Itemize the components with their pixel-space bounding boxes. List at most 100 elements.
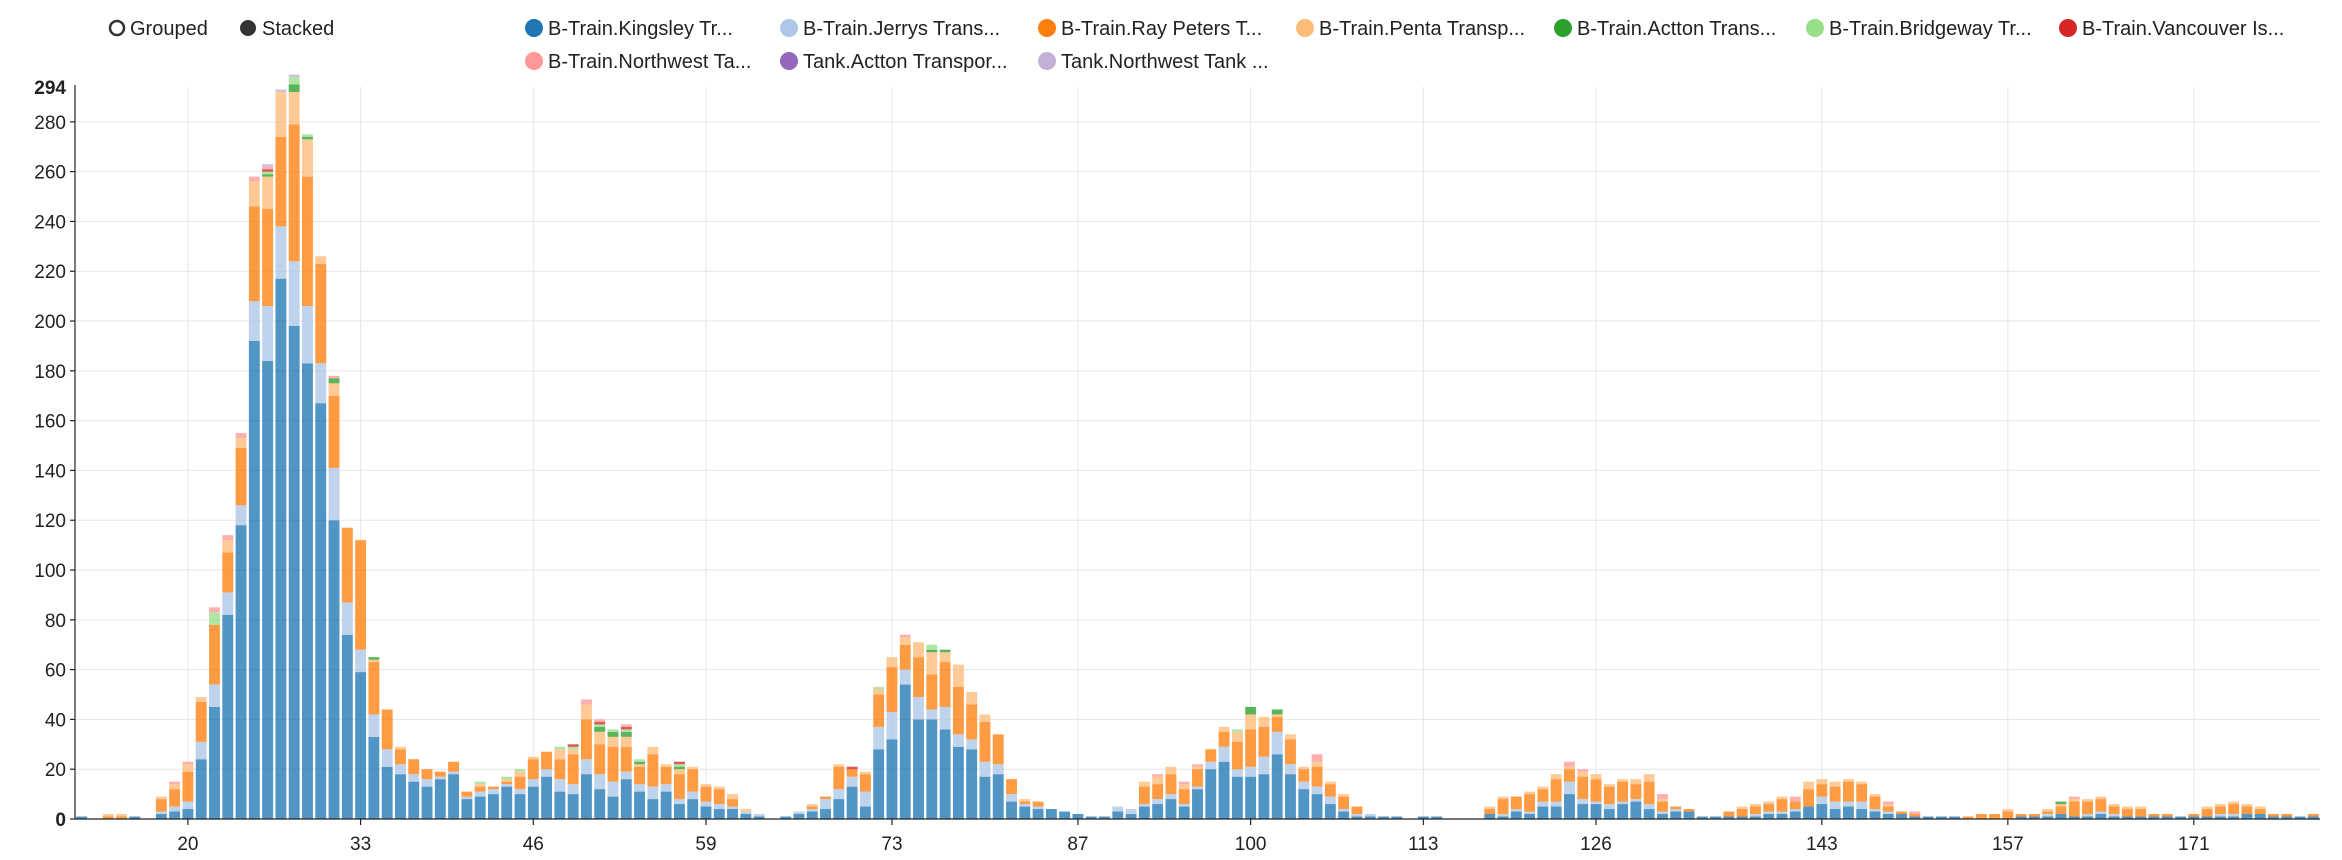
legend-item[interactable]: B-Train.Penta Transp...: [1296, 18, 1525, 40]
legend-item[interactable]: B-Train.Jerrys Trans...: [780, 18, 1000, 40]
bar-segment: [1829, 781, 1841, 787]
bar-segment: [1564, 769, 1575, 782]
bar-segment: [1656, 799, 1668, 802]
legend-swatch[interactable]: [1296, 19, 1314, 37]
bar-segment: [209, 684, 220, 707]
legend-label[interactable]: Tank.Actton Transpor...: [803, 51, 1008, 73]
x-tick-label: 73: [881, 834, 902, 855]
bar-segment: [846, 786, 858, 819]
bar-segment: [1524, 814, 1536, 819]
legend-label[interactable]: B-Train.Vancouver Is...: [2082, 18, 2284, 40]
legend-swatch[interactable]: [2059, 19, 2077, 37]
legend-label[interactable]: B-Train.Kingsley Tr...: [548, 18, 733, 40]
bar-segment: [1019, 806, 1031, 819]
legend-label[interactable]: B-Train.Northwest Ta...: [548, 51, 751, 73]
bars: [76, 74, 2319, 820]
bar-segment: [2214, 804, 2226, 807]
stacked-radio-circle[interactable]: [240, 20, 256, 36]
legend-label[interactable]: B-Train.Bridgeway Tr...: [1829, 18, 2032, 40]
bar-segment: [1431, 816, 1443, 819]
bar-segment: [1909, 814, 1921, 817]
bar-segment: [913, 657, 924, 697]
bar-segment: [2095, 811, 2107, 815]
bar-segment: [859, 791, 871, 807]
bar-segment: [2095, 799, 2107, 812]
bar-segment: [1192, 786, 1203, 790]
bar-segment: [660, 784, 672, 792]
grouped-radio[interactable]: Grouped: [108, 18, 208, 40]
bar-segment: [1138, 804, 1150, 807]
bar-segment: [408, 781, 420, 819]
bar-segment: [1656, 814, 1668, 819]
legend-item[interactable]: B-Train.Bridgeway Tr...: [1806, 18, 2032, 40]
bar-segment: [1192, 764, 1203, 767]
bar-segment: [2095, 814, 2107, 819]
bar-segment: [1019, 804, 1031, 807]
bar-segment: [1683, 809, 1695, 812]
y-tick-label: 80: [45, 611, 66, 632]
legend-item[interactable]: Tank.Northwest Tank ...: [1038, 51, 1269, 73]
bar-segment: [302, 306, 313, 364]
legend-item[interactable]: B-Train.Northwest Ta...: [525, 51, 751, 73]
legend-item[interactable]: B-Train.Kingsley Tr...: [525, 18, 733, 40]
bar-segment: [328, 395, 340, 468]
bar-segment: [2228, 801, 2240, 805]
bar-segment: [979, 721, 991, 762]
bar-segment: [501, 779, 513, 782]
legend-item[interactable]: Tank.Actton Transpor...: [780, 51, 1008, 73]
bar-segment: [1603, 809, 1615, 819]
bar-segment: [169, 789, 181, 807]
legend-label[interactable]: Tank.Northwest Tank ...: [1061, 51, 1269, 73]
legend-swatch[interactable]: [1038, 52, 1056, 70]
bar-segment: [886, 657, 898, 668]
bar-segment: [567, 744, 579, 747]
bar-segment: [979, 714, 991, 722]
bar-segment: [1643, 774, 1655, 782]
bar-segment: [2241, 814, 2253, 819]
bar-segment: [501, 781, 513, 785]
legend-item[interactable]: B-Train.Ray Peters T...: [1038, 18, 1262, 40]
legend-label[interactable]: B-Train.Ray Peters T...: [1061, 18, 1262, 40]
bar-segment: [554, 791, 566, 819]
bar-segment: [2268, 816, 2279, 819]
bar-segment: [1617, 781, 1629, 802]
bar-segment: [634, 761, 646, 765]
legend-swatch[interactable]: [1554, 19, 1572, 37]
legend-swatch[interactable]: [525, 19, 543, 37]
bar-segment: [1178, 789, 1190, 805]
bar-segment: [1656, 794, 1668, 800]
bar-segment: [1590, 779, 1602, 802]
legend-label[interactable]: B-Train.Penta Transp...: [1319, 18, 1525, 40]
legend-swatch[interactable]: [780, 19, 798, 37]
legend-item[interactable]: B-Train.Vancouver Is...: [2059, 18, 2284, 40]
bar-segment: [2108, 814, 2120, 817]
legend-label[interactable]: B-Train.Actton Trans...: [1577, 18, 1776, 40]
legend-swatch[interactable]: [780, 52, 798, 70]
bar-segment: [926, 709, 938, 720]
bar-segment: [1006, 801, 1017, 819]
bar-segment: [2068, 796, 2080, 800]
bar-segment: [288, 124, 300, 262]
bar-segment: [580, 774, 592, 819]
bar-segment: [1192, 789, 1203, 819]
bar-segment: [302, 136, 313, 140]
legend-swatch[interactable]: [1806, 19, 1824, 37]
x-tick-label: 143: [1806, 834, 1838, 855]
bar-segment: [474, 786, 486, 792]
grouped-radio-circle[interactable]: [108, 19, 126, 37]
legend-item[interactable]: B-Train.Actton Trans...: [1554, 18, 1776, 40]
bar-segment: [1922, 816, 1934, 819]
bar-segment: [2028, 814, 2040, 817]
bar-segment: [2201, 806, 2213, 810]
stacked-label[interactable]: Stacked: [262, 18, 334, 40]
bar-segment: [448, 771, 460, 775]
legend-swatch[interactable]: [1038, 19, 1056, 37]
grouped-label[interactable]: Grouped: [130, 18, 208, 40]
bar-segment: [302, 134, 313, 137]
bar-segment: [1085, 816, 1097, 819]
bar-segment: [1231, 769, 1243, 777]
bar-segment: [368, 657, 380, 660]
legend-label[interactable]: B-Train.Jerrys Trans...: [803, 18, 1000, 40]
stacked-radio[interactable]: Stacked: [240, 18, 334, 40]
legend-swatch[interactable]: [525, 52, 543, 70]
